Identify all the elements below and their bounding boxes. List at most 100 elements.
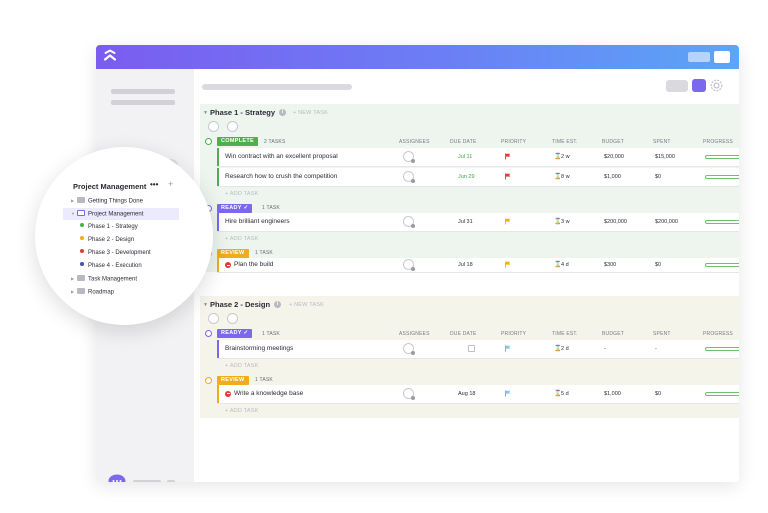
col-priority[interactable]: PRIORITY — [501, 331, 527, 337]
budget-value[interactable]: $1,000 — [604, 391, 621, 397]
col-due-date[interactable]: DUE DATE — [450, 139, 477, 145]
budget-value[interactable]: - — [604, 346, 606, 352]
status-badge-review[interactable]: REVIEW — [217, 376, 249, 385]
col-budget[interactable]: BUDGET — [602, 139, 625, 145]
assignee-add-icon[interactable] — [403, 388, 415, 400]
status-badge-complete[interactable]: COMPLETE — [217, 137, 258, 146]
due-date[interactable]: Jul 11 — [458, 154, 473, 160]
time-estimate[interactable]: 5 d — [561, 391, 569, 397]
chat-icon[interactable] — [108, 474, 126, 482]
spent-value[interactable]: $0 — [655, 262, 662, 268]
add-task-button[interactable]: + ADD TASK — [225, 236, 259, 242]
assignee-add-icon[interactable] — [403, 343, 415, 355]
spent-value[interactable]: $0 — [655, 174, 662, 180]
group-toggle-icon[interactable] — [205, 377, 212, 384]
due-date[interactable]: Jun 29 — [458, 174, 475, 180]
budget-value[interactable]: $300 — [604, 262, 617, 268]
time-estimate[interactable]: 4 d — [561, 262, 569, 268]
sidebar-item-getting-things-done[interactable]: ▶ Getting Things Done — [71, 195, 143, 207]
due-date[interactable]: Jul 31 — [458, 219, 473, 225]
task-row[interactable]: Win contract with an excellent proposal … — [217, 148, 739, 166]
col-spent[interactable]: SPENT — [653, 139, 671, 145]
col-assignees[interactable]: ASSIGNEES — [399, 139, 430, 145]
sidebar-item-phase-1[interactable]: Phase 1 - Strategy — [80, 221, 138, 233]
info-icon[interactable]: i — [274, 301, 281, 308]
toolbar-button[interactable] — [666, 80, 688, 92]
task-row[interactable]: Write a knowledge base Aug 18 ⌛ 5 d $1,0… — [217, 385, 739, 403]
col-spent[interactable]: SPENT — [653, 331, 671, 337]
add-task-button[interactable]: + ADD TASK — [225, 363, 259, 369]
phase-title[interactable]: Phase 1 - Strategy — [210, 108, 276, 117]
budget-value[interactable]: $200,000 — [604, 219, 627, 225]
time-estimate[interactable]: 3 w — [561, 219, 570, 225]
space-title[interactable]: Project Management — [73, 182, 147, 191]
sidebar-item-roadmap[interactable]: ▶ Roadmap — [71, 286, 114, 298]
assignee-add-icon[interactable] — [403, 171, 415, 183]
add-task-button[interactable]: + ADD TASK — [225, 191, 259, 197]
collapse-caret-icon[interactable]: ▼ — [203, 302, 208, 308]
time-estimate[interactable]: 2 w — [561, 154, 570, 160]
assignee-add-icon[interactable] — [403, 216, 415, 228]
clickup-logo-icon[interactable] — [102, 49, 118, 65]
flag-yellow-icon[interactable] — [505, 261, 511, 268]
col-assignees[interactable]: ASSIGNEES — [399, 331, 430, 337]
task-name[interactable]: Write a knowledge base — [234, 390, 304, 397]
task-name[interactable]: Win contract with an excellent proposal — [225, 153, 338, 160]
spent-value[interactable]: $15,000 — [655, 154, 675, 160]
more-options-icon[interactable]: ••• — [150, 180, 159, 189]
task-row[interactable]: Brainstorming meetings ⌛ 2 d - - — [217, 340, 739, 358]
add-task-button[interactable]: + ADD TASK — [225, 408, 259, 414]
topbar-button[interactable] — [688, 52, 710, 62]
phase-title[interactable]: Phase 2 - Design — [210, 300, 271, 309]
col-time-est[interactable]: TIME EST. — [552, 139, 578, 145]
status-badge-ready[interactable]: READY ✓ — [217, 329, 253, 338]
task-name[interactable]: Hire brilliant engineers — [225, 218, 290, 225]
task-name[interactable]: Brainstorming meetings — [225, 345, 294, 352]
sidebar-item-phase-2[interactable]: Phase 2 - Design — [80, 234, 134, 246]
group-toggle-icon[interactable] — [205, 330, 212, 337]
collapse-caret-icon[interactable]: ▼ — [203, 110, 208, 116]
assignee-filter-icon[interactable] — [227, 313, 238, 324]
time-estimate[interactable]: 2 d — [561, 346, 569, 352]
topbar-profile-button[interactable] — [714, 51, 730, 63]
task-row[interactable]: Research how to crush the competition Ju… — [217, 168, 739, 186]
flag-red-icon[interactable] — [505, 153, 511, 160]
flag-red-icon[interactable] — [505, 173, 511, 180]
calendar-icon[interactable] — [468, 345, 475, 352]
col-progress[interactable]: PROGRESS — [703, 331, 733, 337]
sidebar-item-phase-4[interactable]: Phase 4 - Execution — [80, 260, 142, 272]
col-progress[interactable]: PROGRESS — [703, 139, 733, 145]
task-name[interactable]: Research how to crush the competition — [225, 173, 338, 180]
filter-icon[interactable] — [208, 121, 219, 132]
spent-value[interactable]: $0 — [655, 391, 662, 397]
add-icon[interactable]: + — [168, 179, 174, 189]
col-due-date[interactable]: DUE DATE — [450, 331, 477, 337]
flag-yellow-icon[interactable] — [505, 218, 511, 225]
group-toggle-icon[interactable] — [205, 138, 212, 145]
sidebar-item-project-management[interactable]: ▼ Project Management — [63, 208, 179, 220]
time-estimate[interactable]: 8 w — [561, 174, 570, 180]
task-name[interactable]: Plan the build — [234, 261, 274, 268]
spent-value[interactable]: - — [655, 346, 657, 352]
flag-blue-icon[interactable] — [505, 345, 511, 352]
assignee-add-icon[interactable] — [403, 259, 415, 271]
spent-value[interactable]: $200,000 — [655, 219, 678, 225]
col-time-est[interactable]: TIME EST. — [552, 331, 578, 337]
flag-blue-icon[interactable] — [505, 390, 511, 397]
budget-value[interactable]: $20,000 — [604, 154, 624, 160]
col-priority[interactable]: PRIORITY — [501, 139, 527, 145]
info-icon[interactable]: i — [279, 109, 286, 116]
new-task-button[interactable]: + NEW TASK — [289, 302, 324, 308]
toolbar-accent-button[interactable] — [692, 79, 706, 92]
status-badge-review[interactable]: REVIEW — [217, 249, 249, 258]
col-budget[interactable]: BUDGET — [602, 331, 625, 337]
new-task-button[interactable]: + NEW TASK — [293, 110, 328, 116]
due-date[interactable]: Aug 18 — [458, 391, 476, 397]
settings-gear-icon[interactable] — [710, 79, 723, 92]
due-date[interactable]: Jul 18 — [458, 262, 473, 268]
budget-value[interactable]: $1,000 — [604, 174, 621, 180]
status-badge-ready[interactable]: READY ✓ — [217, 204, 253, 213]
task-row[interactable]: Plan the build Jul 18 ⌛ 4 d $300 $0 — [217, 258, 739, 272]
filter-icon[interactable] — [208, 313, 219, 324]
task-row[interactable]: Hire brilliant engineers Jul 31 ⌛ 3 w $2… — [217, 213, 739, 231]
